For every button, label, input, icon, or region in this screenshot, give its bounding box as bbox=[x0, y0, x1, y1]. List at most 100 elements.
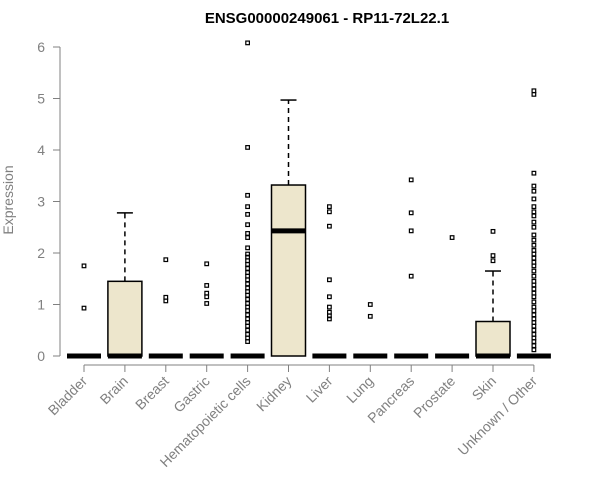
outlier-point bbox=[449, 235, 455, 240]
y-tick-label: 6 bbox=[37, 39, 45, 55]
outlier-point bbox=[531, 278, 537, 284]
outlier-point bbox=[531, 213, 537, 219]
outlier-point bbox=[531, 255, 537, 261]
outlier-point bbox=[245, 251, 251, 257]
outlier-point bbox=[531, 312, 537, 318]
outlier-point bbox=[327, 304, 332, 310]
outlier-point bbox=[245, 327, 251, 333]
outlier-point bbox=[531, 183, 537, 189]
outlier-point bbox=[531, 331, 537, 337]
outlier-point bbox=[81, 263, 87, 269]
outlier-point bbox=[531, 286, 537, 292]
box-group bbox=[394, 177, 429, 359]
box-group bbox=[270, 99, 307, 357]
outlier-point bbox=[531, 343, 537, 349]
outlier-point bbox=[327, 223, 332, 229]
outlier-point bbox=[531, 248, 537, 253]
outlier-point bbox=[531, 219, 537, 225]
outlier-point bbox=[531, 88, 537, 94]
outlier-point bbox=[245, 296, 251, 302]
outlier-point bbox=[245, 281, 251, 287]
box-group bbox=[312, 204, 347, 359]
outlier-point bbox=[531, 209, 537, 215]
x-tick-label: Kidney bbox=[253, 373, 295, 415]
outlier-point bbox=[245, 331, 251, 337]
outlier-point bbox=[327, 277, 332, 283]
outlier-point bbox=[531, 290, 537, 296]
outlier-point bbox=[204, 261, 210, 267]
box bbox=[107, 280, 143, 357]
chart-title: ENSG00000249061 - RP11-72L22.1 bbox=[205, 10, 449, 27]
outlier-point bbox=[531, 304, 537, 310]
outlier-point bbox=[531, 316, 537, 322]
outlier-point bbox=[367, 313, 373, 319]
outlier-point bbox=[490, 228, 496, 234]
outlier-point bbox=[408, 177, 414, 183]
outlier-point bbox=[327, 209, 332, 215]
outlier-point bbox=[245, 316, 251, 322]
y-axis: 0 1 2 3 4 5 6 bbox=[37, 39, 61, 364]
box-group bbox=[475, 228, 511, 359]
y-tick-label: 1 bbox=[37, 297, 45, 313]
outlier-point bbox=[531, 259, 537, 265]
box-group bbox=[230, 40, 265, 359]
x-tick-label: Liver bbox=[303, 373, 336, 406]
y-tick-label: 5 bbox=[37, 91, 45, 107]
outlier-point bbox=[245, 211, 251, 217]
outlier-point bbox=[531, 204, 537, 210]
outlier-point bbox=[327, 294, 332, 300]
outlier-point bbox=[245, 270, 251, 275]
outlier-point bbox=[245, 312, 251, 318]
outlier-point bbox=[245, 231, 251, 236]
box bbox=[475, 320, 511, 357]
outlier-point bbox=[245, 204, 251, 210]
y-tick-label: 2 bbox=[37, 245, 45, 261]
outlier-point bbox=[531, 170, 537, 176]
x-tick-label: Breast bbox=[132, 373, 172, 413]
x-tick-label: Lung bbox=[343, 373, 376, 406]
box-group bbox=[435, 235, 470, 359]
outlier-point bbox=[408, 273, 414, 279]
x-tick-label: Bladder bbox=[45, 373, 91, 419]
box bbox=[270, 184, 307, 357]
outlier-point bbox=[531, 196, 537, 202]
outlier-point bbox=[245, 301, 251, 306]
outlier-point bbox=[81, 305, 87, 311]
box-group bbox=[67, 263, 101, 359]
outlier-point bbox=[163, 257, 169, 263]
outlier-point bbox=[531, 347, 537, 353]
x-tick-label: Skin bbox=[469, 373, 500, 404]
box-group bbox=[107, 212, 143, 359]
x-tick-label: Brain bbox=[97, 373, 131, 407]
outlier-point bbox=[408, 228, 414, 234]
outlier-point bbox=[245, 192, 251, 198]
outlier-point bbox=[163, 294, 169, 300]
outlier-point bbox=[531, 327, 537, 333]
outlier-point bbox=[327, 309, 332, 315]
outlier-point bbox=[245, 222, 251, 228]
y-tick-label: 0 bbox=[37, 348, 45, 364]
outlier-point bbox=[245, 245, 251, 251]
box-group bbox=[148, 257, 183, 359]
outlier-point bbox=[204, 290, 210, 296]
y-axis-label: Expression bbox=[0, 165, 16, 234]
outlier-point bbox=[490, 253, 496, 258]
outlier-point bbox=[245, 235, 251, 240]
outlier-point bbox=[490, 258, 496, 264]
outlier-point bbox=[531, 273, 537, 279]
box-series bbox=[67, 40, 551, 359]
outlier-point bbox=[245, 285, 251, 291]
outlier-point bbox=[531, 232, 537, 238]
box-group bbox=[516, 88, 551, 359]
x-tick-label: Prostate bbox=[410, 373, 458, 421]
outlier-point bbox=[408, 210, 414, 216]
outlier-point bbox=[245, 40, 251, 46]
outlier-point bbox=[367, 302, 373, 307]
outlier-point bbox=[531, 237, 537, 243]
outlier-point bbox=[327, 204, 332, 210]
box-group bbox=[353, 302, 388, 359]
outlier-point bbox=[245, 266, 251, 271]
outlier-point bbox=[245, 145, 251, 150]
